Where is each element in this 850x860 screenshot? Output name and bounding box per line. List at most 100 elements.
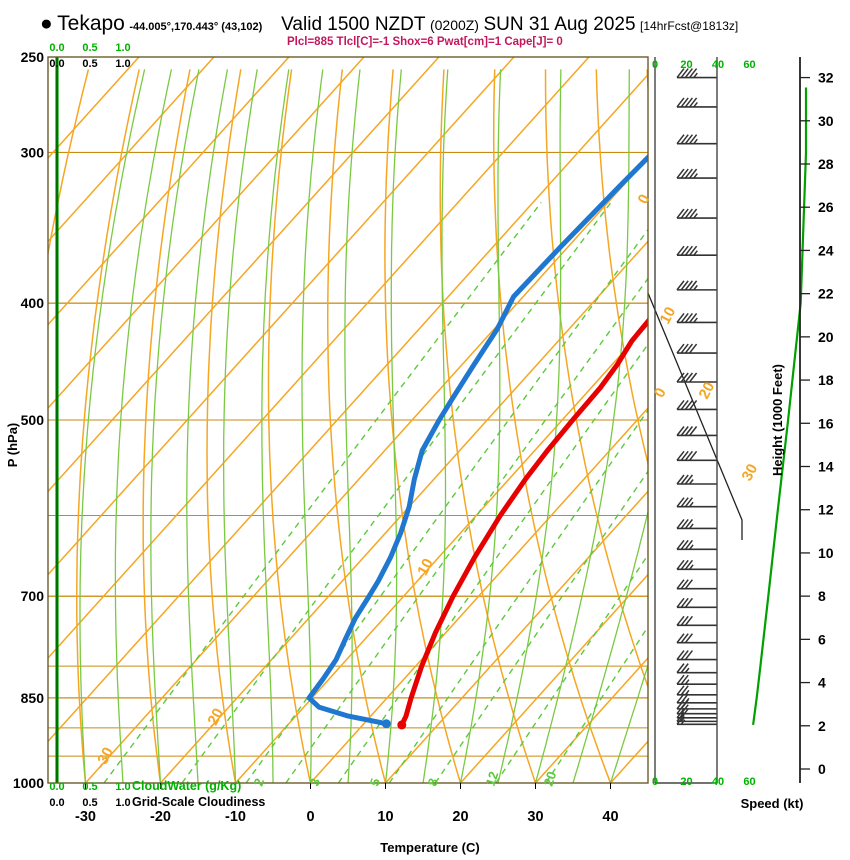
mixing-ratio-label: 8 [425,776,442,788]
valid-time: Valid 1500 NZDT [281,14,426,35]
temperature-tick-labels: -30 -20 -10 0 10 20 30 40 [75,783,619,825]
plot-frame [47,56,649,784]
speed-axis-title: Speed (kt) [741,796,804,811]
dry-adiabat-line [76,69,140,783]
cloudwater-tick-bottom: 0.5 [82,781,97,793]
profile-endpoint-dewpoint [381,719,391,729]
pressure-tick: 500 [21,412,45,428]
pressure-tick: 1000 [13,775,44,791]
wind-barb [676,245,717,256]
dry-adiabat-line [646,69,648,98]
moist-adiabat-line [422,69,449,783]
cloudiness-tick-bottom: 0.0 [49,797,64,809]
isotherm-line [384,490,648,783]
valid-date: SUN 31 Aug 2025 [483,14,636,35]
height-tick: 10 [818,545,834,561]
temperature-tick: 0 [306,809,314,825]
dry-adiabat-line [492,69,612,783]
wind-barb [676,699,717,710]
isotherm-label: -10 [412,556,437,583]
cloudwater-tick-bottom: 1.0 [115,781,130,793]
pressure-axis-title: P (hPa) [5,423,20,468]
wind-barb [676,559,717,571]
isotherm-label: -30 [92,744,117,771]
speed-tick-top: 20 [680,59,692,71]
isotherm-label: 0 [651,385,670,400]
mixing-ratio-line [245,228,648,783]
isotherm-line [534,656,648,783]
dry-adiabat-line [384,69,462,783]
isotherm-line [48,57,440,493]
height-tick: 14 [818,459,834,475]
pressure-tick: 400 [21,295,45,311]
height-tick: 0 [818,761,826,777]
header-line: ● Tekapo -44.005°,170.443° (43,102) Vali… [40,12,738,36]
dry-adiabat-line [326,69,387,783]
moist-adiabat-line [572,509,648,783]
temperature-tick: -30 [75,809,96,825]
mixing-ratio-label: 20 [541,770,560,788]
temperature-tick: 40 [602,809,618,825]
wind-barb [676,399,717,411]
station-marker: ● [40,12,53,35]
cloudwater-tick-top: 0.0 [49,42,64,54]
moist-adiabat-line [384,69,402,783]
moist-adiabat-line [186,69,229,783]
wind-barb [676,474,717,485]
station-name: Tekapo [57,12,125,35]
station-coordinates: -44.005°,170.443° (43,102) [129,21,263,33]
height-tick: 20 [818,329,834,345]
cloudwater-tick-bottom: 0.0 [49,781,64,793]
moist-adiabat-line [79,69,146,783]
cloudiness-tick-top: 0.5 [82,58,97,70]
mixing-ratio-line [434,470,648,783]
isotherm-line [48,57,515,576]
cloudiness-legend-label: Grid-Scale Cloudiness [132,795,265,809]
wind-barb [676,68,717,79]
isotherm-line [234,323,648,783]
mixing-ratio-line [495,553,648,783]
height-trace [752,87,808,726]
speed-tick-labels: 0 0 20 20 40 40 60 60 [652,59,756,788]
mixing-ratio-line [103,201,542,783]
isotherm-line [48,57,215,243]
height-tick: 24 [818,242,834,258]
temperature-axis-title: Temperature (C) [380,840,479,855]
mixing-ratio-labels: 2 3 5 8 12 20 [251,770,560,788]
height-tick: 8 [818,588,826,604]
moist-adiabat-line [114,69,173,783]
height-tick: 16 [818,415,834,431]
cloudwater-tick-top: 1.0 [115,42,130,54]
wind-barb [676,497,717,508]
height-tick: 6 [818,631,826,647]
isotherm-label: 20 [696,379,719,402]
height-tick: 18 [818,372,834,388]
valid-time-zulu: (0200Z) [429,17,479,33]
wind-barb-column [676,68,717,726]
wind-barb [676,372,717,383]
profile-dewpoint [306,153,648,727]
stability-indices: Plcl=885 Tlcl[C]=-1 Shox=6 Pwat[cm]=1 Ca… [287,36,563,48]
moist-adiabat-line [301,69,324,783]
speed-tick-top: 60 [743,59,755,71]
speed-tick-bottom: 0 [652,776,658,788]
wind-barb [676,579,717,590]
wind-barb [676,650,717,661]
cloudwater-tick-top: 0.5 [82,42,97,54]
speed-tick-bottom: 40 [712,776,724,788]
height-tick: 4 [818,675,826,691]
moist-adiabat-line [344,69,361,783]
height-tick: 2 [818,718,826,734]
wind-barb [676,134,717,145]
mixing-ratio-label: 3 [307,776,324,788]
height-tick: 26 [818,199,834,215]
wind-barb [676,168,717,179]
pressure-tick: 300 [21,144,45,160]
forecast-age: [14hrFcst@1813z] [640,19,739,33]
profile-temperature [399,317,648,728]
speed-tick-top: 40 [712,59,724,71]
isotherm-label: 0 [635,192,654,207]
wind-barb [676,633,717,644]
